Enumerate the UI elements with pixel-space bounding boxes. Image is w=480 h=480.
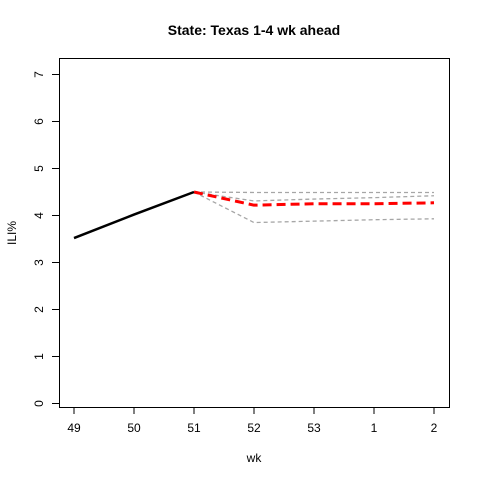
series-line-forecast-mid [193, 191, 435, 202]
x-tick-label: 2 [431, 421, 438, 435]
series-line-observed [73, 190, 195, 240]
y-tick-label: 3 [32, 259, 46, 266]
x-tick-label: 49 [67, 421, 81, 435]
y-tick-label: 1 [32, 353, 46, 360]
y-tick-label: 5 [32, 165, 46, 172]
x-axis-label: wk [246, 451, 263, 465]
x-tick-label: 51 [187, 421, 201, 435]
series-layer [73, 190, 435, 240]
y-tick-label: 4 [32, 212, 46, 219]
x-tick-label: 1 [371, 421, 378, 435]
chart-title: State: Texas 1-4 wk ahead [168, 22, 340, 38]
y-axis: 0 1 2 3 4 5 6 7 [32, 71, 60, 407]
y-tick-label: 0 [32, 400, 46, 407]
y-tick-label: 6 [32, 118, 46, 125]
x-axis: 49 50 51 52 53 1 2 [67, 407, 438, 435]
x-tick-label: 52 [247, 421, 261, 435]
x-tick-label: 50 [127, 421, 141, 435]
y-axis-label: ILI% [5, 221, 19, 245]
series-line-forecast-point [193, 190, 435, 207]
y-tick-label: 2 [32, 306, 46, 313]
series-line-forecast-lower [193, 191, 435, 224]
y-tick-label: 7 [32, 71, 46, 78]
x-tick-label: 53 [307, 421, 321, 435]
